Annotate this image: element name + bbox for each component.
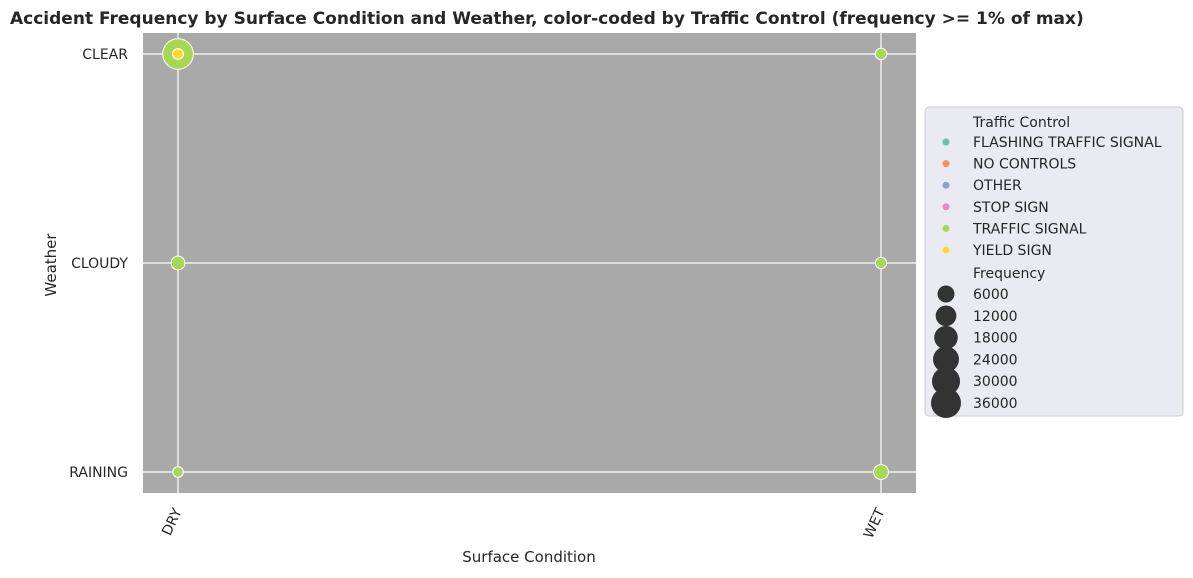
legend-size-label: 18000 xyxy=(973,331,1018,347)
legend-box xyxy=(924,106,1184,417)
data-point xyxy=(874,256,888,270)
legend-hue-marker xyxy=(942,160,950,168)
legend-size-label: 24000 xyxy=(973,352,1018,368)
legend-hue-marker xyxy=(942,181,950,189)
legend-hue-entries: FLASHING TRAFFIC SIGNAL NO CONTROLS OTHER S… xyxy=(942,135,1162,259)
legend-size-label: 6000 xyxy=(973,287,1009,303)
y-tick-label: CLEAR xyxy=(82,47,128,63)
data-point xyxy=(170,255,186,271)
data-point xyxy=(172,466,184,478)
chart-title: Accident Frequency by Surface Condition … xyxy=(10,9,1084,29)
y-tick-label: RAINING xyxy=(69,465,128,481)
x-tick-label: DRY xyxy=(159,506,186,539)
legend-hue-label: YIELD SIGN xyxy=(972,243,1052,259)
legend-hue-label: TRAFFIC SIGNAL xyxy=(972,221,1087,237)
data-point xyxy=(873,464,889,480)
legend-hue-label: STOP SIGN xyxy=(973,200,1049,216)
y-axis-label: Weather xyxy=(42,233,60,297)
data-point xyxy=(874,47,888,61)
legend-size-marker xyxy=(933,346,959,373)
x-axis-ticks: DRY WET xyxy=(159,506,889,541)
legend-hue-title: Traffic Control xyxy=(972,115,1070,131)
legend: Traffic Control FLASHING TRAFFIC SIGNAL N… xyxy=(924,106,1184,418)
legend-size-marker xyxy=(934,325,958,350)
legend-hue-label: FLASHING TRAFFIC SIGNAL xyxy=(973,135,1162,151)
legend-hue-label: NO CONTROLS xyxy=(973,157,1076,173)
y-tick-label: CLOUDY xyxy=(71,256,128,272)
legend-size-marker xyxy=(935,305,957,327)
legend-hue-marker xyxy=(942,138,950,146)
legend-size-label: 12000 xyxy=(973,309,1018,325)
x-tick-label: WET xyxy=(861,506,889,541)
legend-size-title: Frequency xyxy=(973,266,1045,282)
legend-hue-marker xyxy=(942,246,950,254)
legend-size-marker xyxy=(931,388,961,418)
legend-hue-marker xyxy=(942,203,950,211)
legend-size-label: 36000 xyxy=(973,396,1018,412)
data-points xyxy=(162,38,889,480)
data-point xyxy=(172,48,184,60)
y-axis-ticks: CLEAR CLOUDY RAINING xyxy=(69,47,128,481)
legend-size-marker xyxy=(931,367,961,396)
x-axis-label: Surface Condition xyxy=(462,548,596,566)
legend-hue-label: OTHER xyxy=(973,178,1022,194)
legend-size-label: 30000 xyxy=(973,374,1018,390)
legend-hue-marker xyxy=(942,224,950,232)
legend-size-marker xyxy=(937,285,955,303)
legend-size-entries: 6000 12000 18000 24000 30000 36000 xyxy=(931,285,1018,418)
